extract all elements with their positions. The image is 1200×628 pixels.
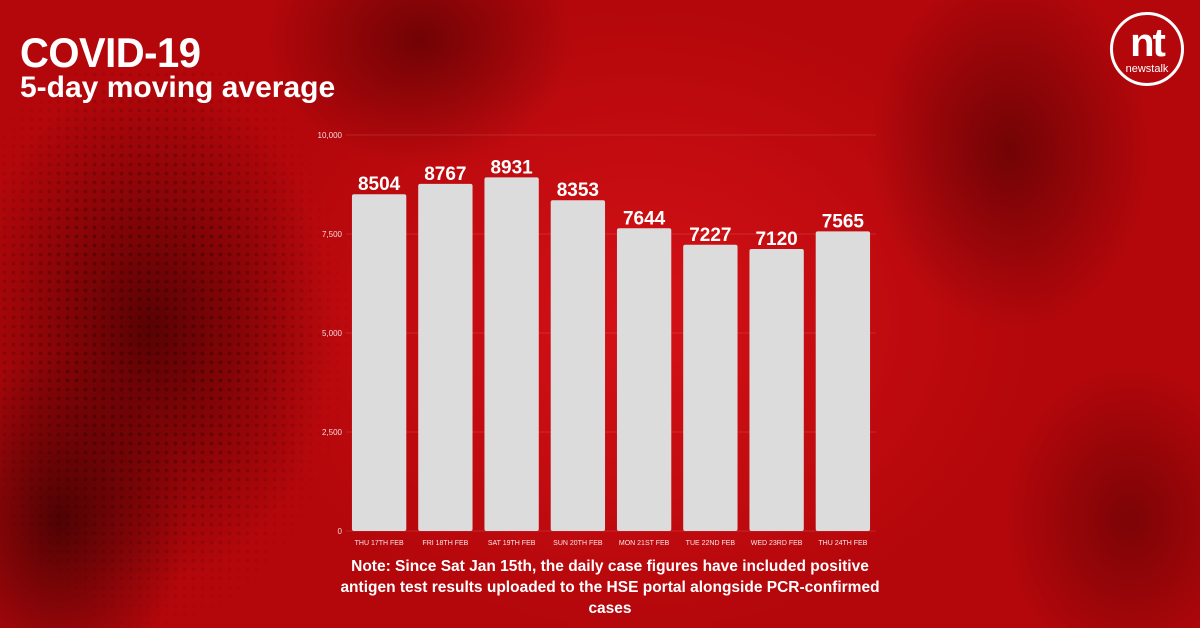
y-axis-ticks: 0 2,500 5,000 7,500 10,000 xyxy=(318,131,343,536)
bar xyxy=(418,183,473,532)
x-axis-ticks: THU 17TH FEB FRI 18TH FEB SAT 19TH FEB SUN … xyxy=(355,540,868,547)
x-tick-label: FRI 18TH FEB xyxy=(422,540,468,547)
data-label: 7644 xyxy=(623,208,666,229)
logo-name: newstalk xyxy=(1125,63,1169,75)
x-tick-label: WED 23RD FEB xyxy=(751,540,803,547)
x-tick-label: TUE 22ND FEB xyxy=(686,540,736,547)
x-tick-label: SUN 20TH FEB xyxy=(553,540,603,547)
x-tick-label: MON 21ST FEB xyxy=(619,540,670,547)
y-tick-label: 5,000 xyxy=(322,329,343,338)
bar xyxy=(484,177,539,531)
data-label: 7120 xyxy=(755,229,797,250)
data-label: 8353 xyxy=(557,180,599,201)
y-tick-label: 2,500 xyxy=(322,428,343,437)
bar xyxy=(683,244,738,532)
newstalk-logo: nt newstalk xyxy=(1110,12,1184,86)
bar xyxy=(815,231,871,531)
footnote: Note: Since Sat Jan 15th, the daily case… xyxy=(340,558,880,617)
x-tick-label: THU 17TH FEB xyxy=(355,540,404,547)
y-tick-label: 0 xyxy=(338,527,343,536)
bar xyxy=(749,249,804,531)
y-tick-label: 10,000 xyxy=(318,131,343,140)
x-tick-label: SAT 19TH FEB xyxy=(488,540,536,547)
x-tick-label: THU 24TH FEB xyxy=(818,540,867,547)
bars xyxy=(351,177,871,532)
logo-mark: nt xyxy=(1130,21,1166,65)
chart-title: COVID-19 xyxy=(20,30,201,77)
virus-texture xyxy=(0,70,380,628)
data-label: 8767 xyxy=(424,164,466,185)
data-label: 7227 xyxy=(689,225,731,246)
chart-subtitle: 5-day moving average xyxy=(20,71,336,104)
data-label: 8931 xyxy=(490,157,533,178)
bar xyxy=(550,200,606,532)
data-label: 8504 xyxy=(358,174,401,195)
data-label: 7565 xyxy=(822,211,865,232)
data-labels: 8504 8767 8931 8353 7644 7227 7120 7565 xyxy=(358,157,864,250)
bar xyxy=(616,228,672,531)
bar xyxy=(351,194,407,532)
y-tick-label: 7,500 xyxy=(322,230,343,239)
